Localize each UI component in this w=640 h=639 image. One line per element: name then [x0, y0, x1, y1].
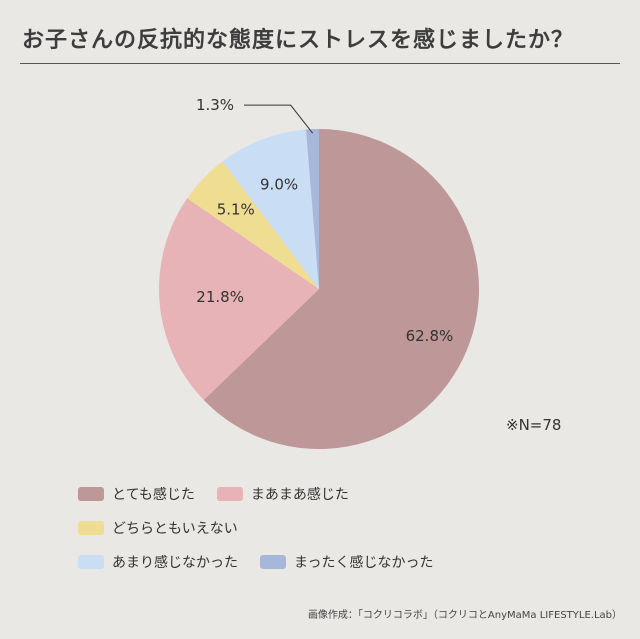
legend-label: まあまあ感じた: [250, 487, 349, 503]
slice-maamaa: [159, 198, 319, 400]
legend-label: どちらともいえない: [112, 521, 238, 537]
slice-value-label: 9.0%: [260, 175, 298, 193]
leader-line: [244, 104, 314, 134]
legend-item-totemo: とても感じた: [78, 484, 195, 504]
slice-value-label: 21.8%: [196, 288, 244, 306]
slice-dochira: [187, 161, 319, 289]
legend-swatch: [216, 487, 243, 501]
slice-value-label: 62.8%: [406, 327, 454, 345]
slice-value-label: 1.3%: [196, 96, 234, 114]
legend-label: まったく感じなかった: [294, 555, 434, 571]
chart-title: お子さんの反抗的な態度にストレスを感じましたか？: [22, 28, 575, 53]
legend-item-dochira: どちらともいえない: [78, 518, 238, 538]
legend-item-maamaa: まあまあ感じた: [216, 484, 349, 504]
legend-label: とても感じた: [112, 487, 195, 503]
legend-swatch: [78, 555, 104, 569]
legend-item-amari: あまり感じなかった: [78, 552, 238, 572]
legend-row-1: とても感じた まあまあ感じた: [78, 484, 371, 504]
image-credit: 画像作成：「コクリコラボ」（コクリコとAnyMaMa LIFESTYLE.Lab…: [307, 610, 622, 621]
slice-value-label: 5.1%: [217, 200, 255, 218]
legend-row-3: あまり感じなかった まったく感じなかった: [78, 552, 455, 572]
legend-item-mattaku: まったく感じなかった: [260, 552, 433, 572]
sample-size-note: ※N=78: [506, 416, 562, 434]
legend-row-2: どちらともいえない: [78, 518, 260, 538]
slice-mattaku: [305, 129, 319, 289]
title-underline: [20, 63, 620, 64]
slice-totemo: [203, 129, 480, 449]
legend-label: あまり感じなかった: [112, 555, 238, 571]
legend-swatch: [260, 555, 286, 569]
legend-swatch: [78, 487, 104, 501]
slice-amari: [222, 129, 319, 289]
legend-swatch: [78, 521, 104, 535]
